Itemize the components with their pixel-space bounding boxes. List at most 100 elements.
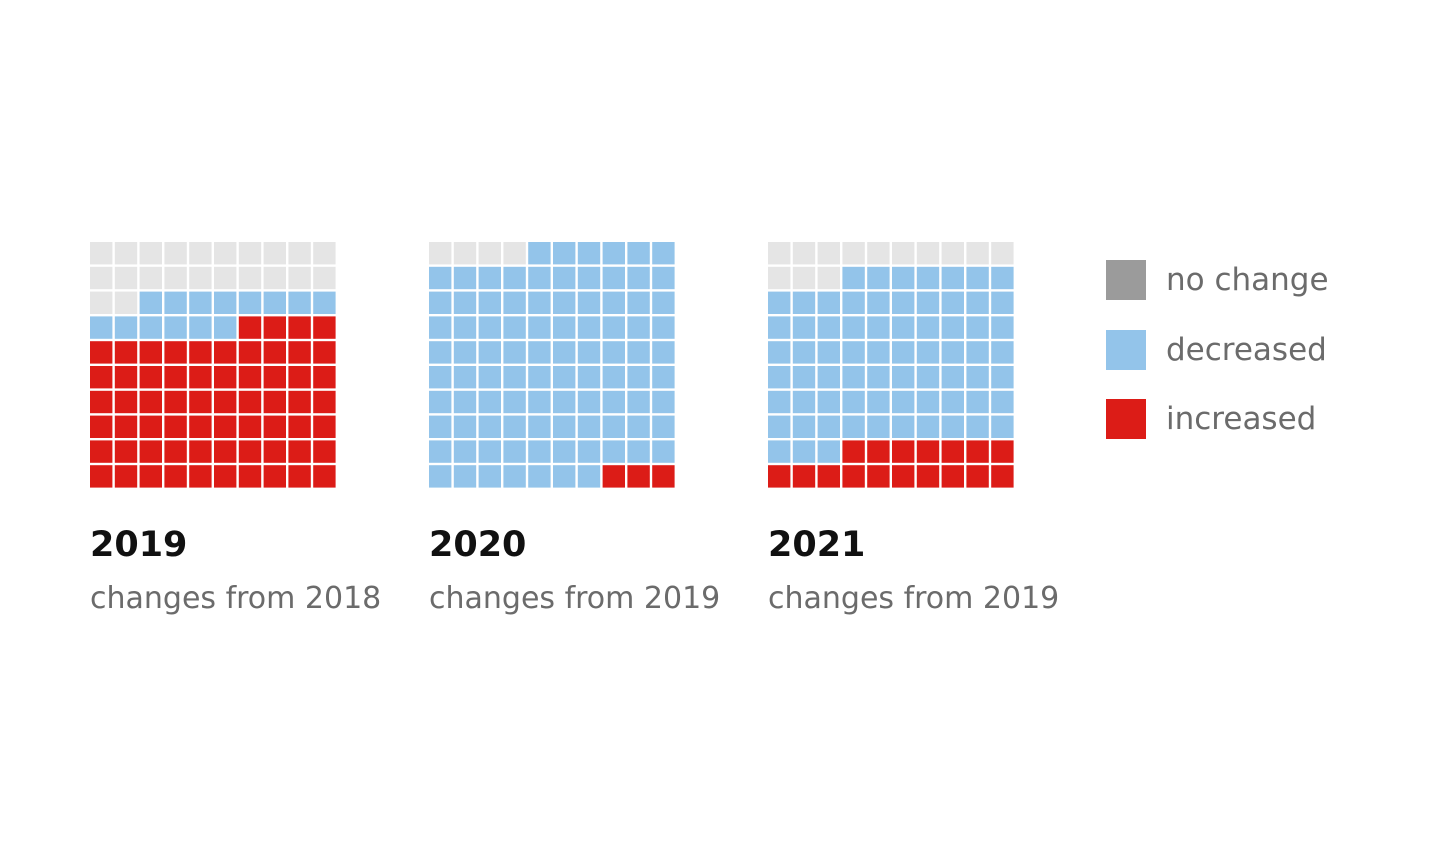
waffle-cell-decreased [867,316,890,339]
waffle-cell-no-change [453,242,477,265]
waffle-cell-increased [867,440,890,463]
waffle-cell-increased [313,415,336,438]
legend-item-decreased: decreased [1106,330,1406,370]
waffle-cell-decreased [892,291,915,314]
waffle-cell-no-change [189,266,212,290]
waffle-cell-decreased [792,440,816,463]
panel-subtitle-2020: changes from 2019 [429,581,721,616]
waffle-cell-decreased [90,316,113,339]
waffle-cell-decreased [553,266,576,290]
waffle-cell-increased [139,465,162,488]
waffle-cell-decreased [503,415,526,438]
waffle-cell-decreased [577,440,601,463]
waffle-cell-increased [263,440,286,463]
waffle-cell-decreased [941,291,964,314]
waffle-cell-increased [313,316,336,339]
waffle-cell-decreased [602,415,625,438]
waffle-cell-decreased [768,366,791,389]
waffle-chart-2020 [429,242,675,488]
waffle-cell-decreased [892,266,915,290]
waffle-cell-decreased [768,390,791,414]
waffle-cell-decreased [602,440,625,463]
waffle-cell-decreased [941,266,964,290]
waffle-cell-decreased [553,440,576,463]
waffle-cell-no-change [429,242,452,265]
waffle-panel-2019: 2019 changes from 2018 [90,242,420,616]
waffle-cell-decreased [941,316,964,339]
waffle-cell-increased [263,341,286,364]
waffle-cell-decreased [503,341,526,364]
waffle-cell-no-change [90,242,113,265]
waffle-cell-decreased [817,390,840,414]
waffle-cell-decreased [288,291,311,314]
waffle-cell-decreased [429,316,452,339]
waffle-cell-decreased [553,390,576,414]
waffle-cell-decreased [792,366,816,389]
waffle-cell-decreased [263,291,286,314]
legend-label-decreased: decreased [1166,332,1327,368]
waffle-cell-decreased [916,291,940,314]
waffle-cell-increased [214,341,237,364]
waffle-cell-decreased [114,316,138,339]
waffle-cell-no-change [768,266,791,290]
waffle-cell-increased [263,390,286,414]
waffle-cell-decreased [602,242,625,265]
waffle-cell-no-change [189,242,212,265]
waffle-cell-increased [214,366,237,389]
waffle-cell-decreased [503,440,526,463]
waffle-cell-decreased [627,242,650,265]
waffle-cell-decreased [577,291,601,314]
waffle-cell-decreased [553,366,576,389]
waffle-cell-decreased [453,341,477,364]
waffle-cell-decreased [627,366,650,389]
waffle-cell-decreased [189,291,212,314]
waffle-cell-increased [114,390,138,414]
waffle-cell-increased [214,465,237,488]
waffle-cell-decreased [652,291,675,314]
waffle-cell-decreased [503,316,526,339]
panel-title-2020: 2020 [429,525,527,565]
waffle-cell-increased [263,316,286,339]
waffle-cell-decreased [478,266,501,290]
waffle-cell-decreased [528,440,551,463]
waffle-cell-decreased [478,316,501,339]
waffle-cell-decreased [453,415,477,438]
waffle-cell-decreased [916,266,940,290]
waffle-cell-increased [817,465,840,488]
waffle-cell-increased [164,366,187,389]
waffle-cell-increased [114,366,138,389]
waffle-cell-no-change [941,242,964,265]
waffle-cell-decreased [528,291,551,314]
waffle-cell-increased [916,465,940,488]
waffle-cell-decreased [991,390,1014,414]
waffle-cell-decreased [768,291,791,314]
waffle-cell-decreased [842,415,865,438]
waffle-cell-decreased [817,341,840,364]
waffle-cell-decreased [528,242,551,265]
waffle-cell-no-change [991,242,1014,265]
waffle-cell-decreased [528,266,551,290]
waffle-cell-increased [288,341,311,364]
waffle-cell-increased [842,465,865,488]
waffle-cell-decreased [892,415,915,438]
waffle-cell-decreased [577,366,601,389]
panel-subtitle-2021: changes from 2019 [768,581,1060,616]
waffle-cell-decreased [164,316,187,339]
waffle-cell-decreased [553,465,576,488]
waffle-cell-decreased [453,291,477,314]
waffle-cell-decreased [966,316,989,339]
waffle-cell-no-change [792,266,816,290]
waffle-cell-decreased [478,415,501,438]
waffle-cell-decreased [991,341,1014,364]
waffle-cell-no-change [263,242,286,265]
waffle-cell-decreased [991,415,1014,438]
waffle-cell-decreased [842,291,865,314]
waffle-cell-decreased [652,316,675,339]
waffle-cell-decreased [842,390,865,414]
waffle-cell-decreased [214,316,237,339]
waffle-cell-no-change [503,242,526,265]
waffle-cell-decreased [966,390,989,414]
waffle-cell-increased [238,366,262,389]
waffle-cell-increased [139,440,162,463]
waffle-cell-decreased [652,266,675,290]
